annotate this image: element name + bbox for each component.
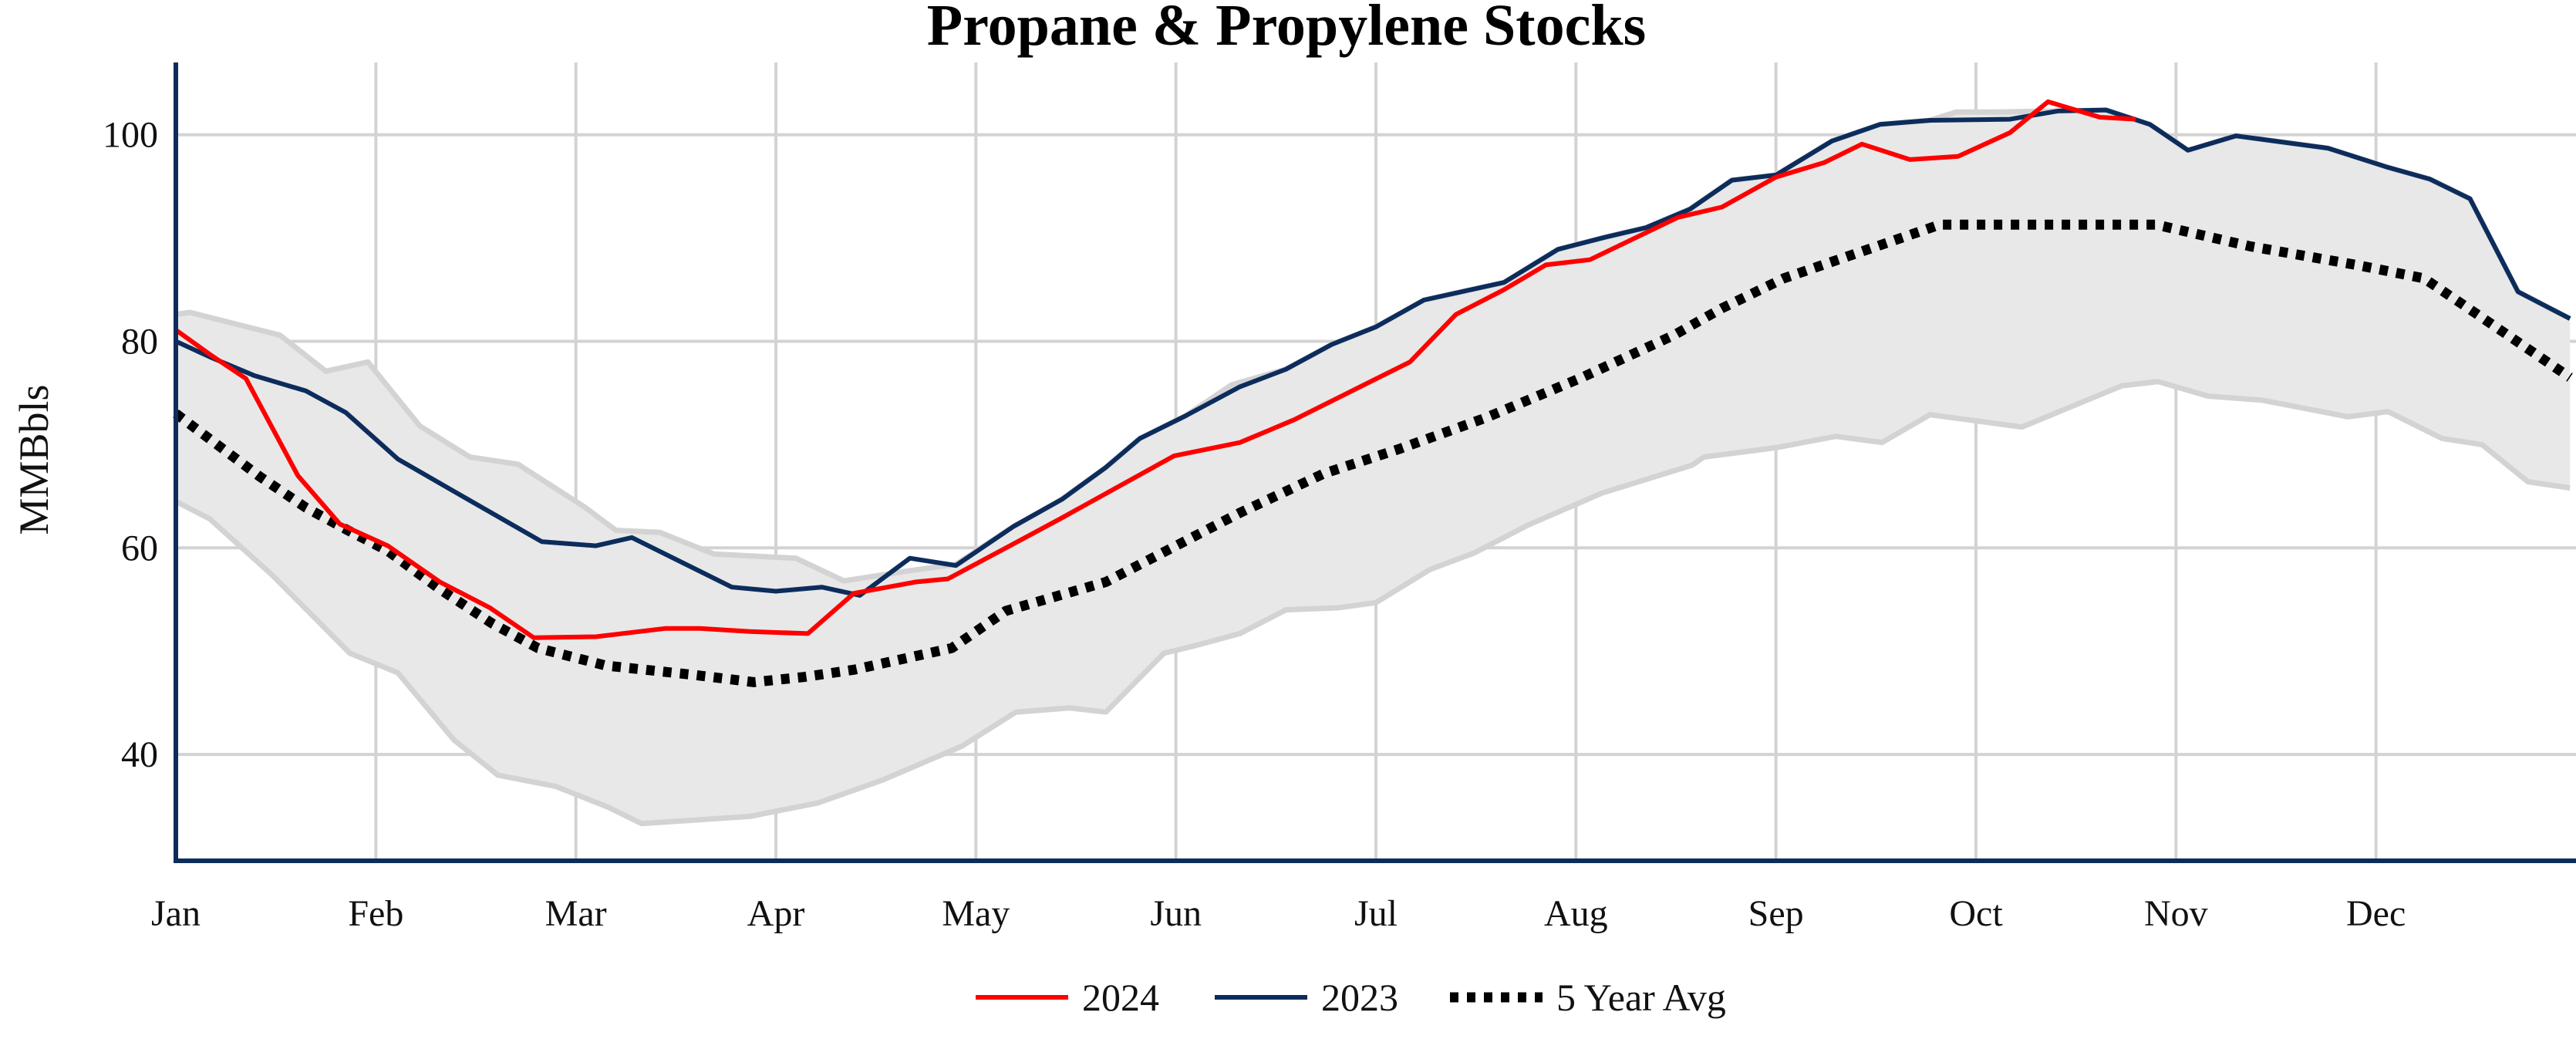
y-tick-label: 40	[121, 734, 158, 775]
range-band-fill	[176, 110, 2571, 824]
x-tick-label: Jan	[151, 893, 201, 934]
x-tick-label: Nov	[2144, 893, 2208, 934]
x-tick-label: May	[942, 893, 1010, 934]
x-tick-label: Oct	[1949, 893, 2003, 934]
series-lines	[173, 99, 2573, 687]
chart-title: Propane & Propylene Stocks	[927, 0, 1646, 58]
tick-labels: Jan Feb Mar Apr May Jun Jul Aug Sep Oct Nov Dec 40 60…	[103, 115, 2406, 934]
x-tick-label: Jun	[1150, 893, 1202, 934]
series-line-2024	[174, 99, 2136, 640]
series-line-5-year-avg	[173, 219, 2573, 687]
axes	[174, 62, 2576, 863]
y-tick-label: 80	[121, 322, 158, 363]
legend: 2024 2023 5 Year Avg	[976, 976, 1726, 1019]
y-axis-label: MMBbls	[11, 384, 57, 535]
x-tick-label: Jul	[1354, 893, 1398, 934]
y-tick-label: 60	[121, 528, 158, 568]
x-tick-label: Mar	[545, 893, 607, 934]
x-tick-label: Dec	[2346, 893, 2406, 934]
range-band-lower-line	[174, 379, 2571, 827]
legend-label: 5 Year Avg	[1556, 976, 1726, 1019]
legend-label: 2024	[1082, 976, 1159, 1019]
x-tick-label: Aug	[1544, 893, 1608, 934]
y-tick-label: 100	[103, 115, 158, 156]
five-year-range-band	[174, 107, 2571, 827]
x-tick-label: Sep	[1748, 893, 1804, 934]
x-tick-label: Feb	[348, 893, 403, 934]
series-line-2023	[174, 107, 2571, 598]
legend-label: 2023	[1321, 976, 1398, 1019]
x-tick-label: Apr	[747, 893, 805, 934]
